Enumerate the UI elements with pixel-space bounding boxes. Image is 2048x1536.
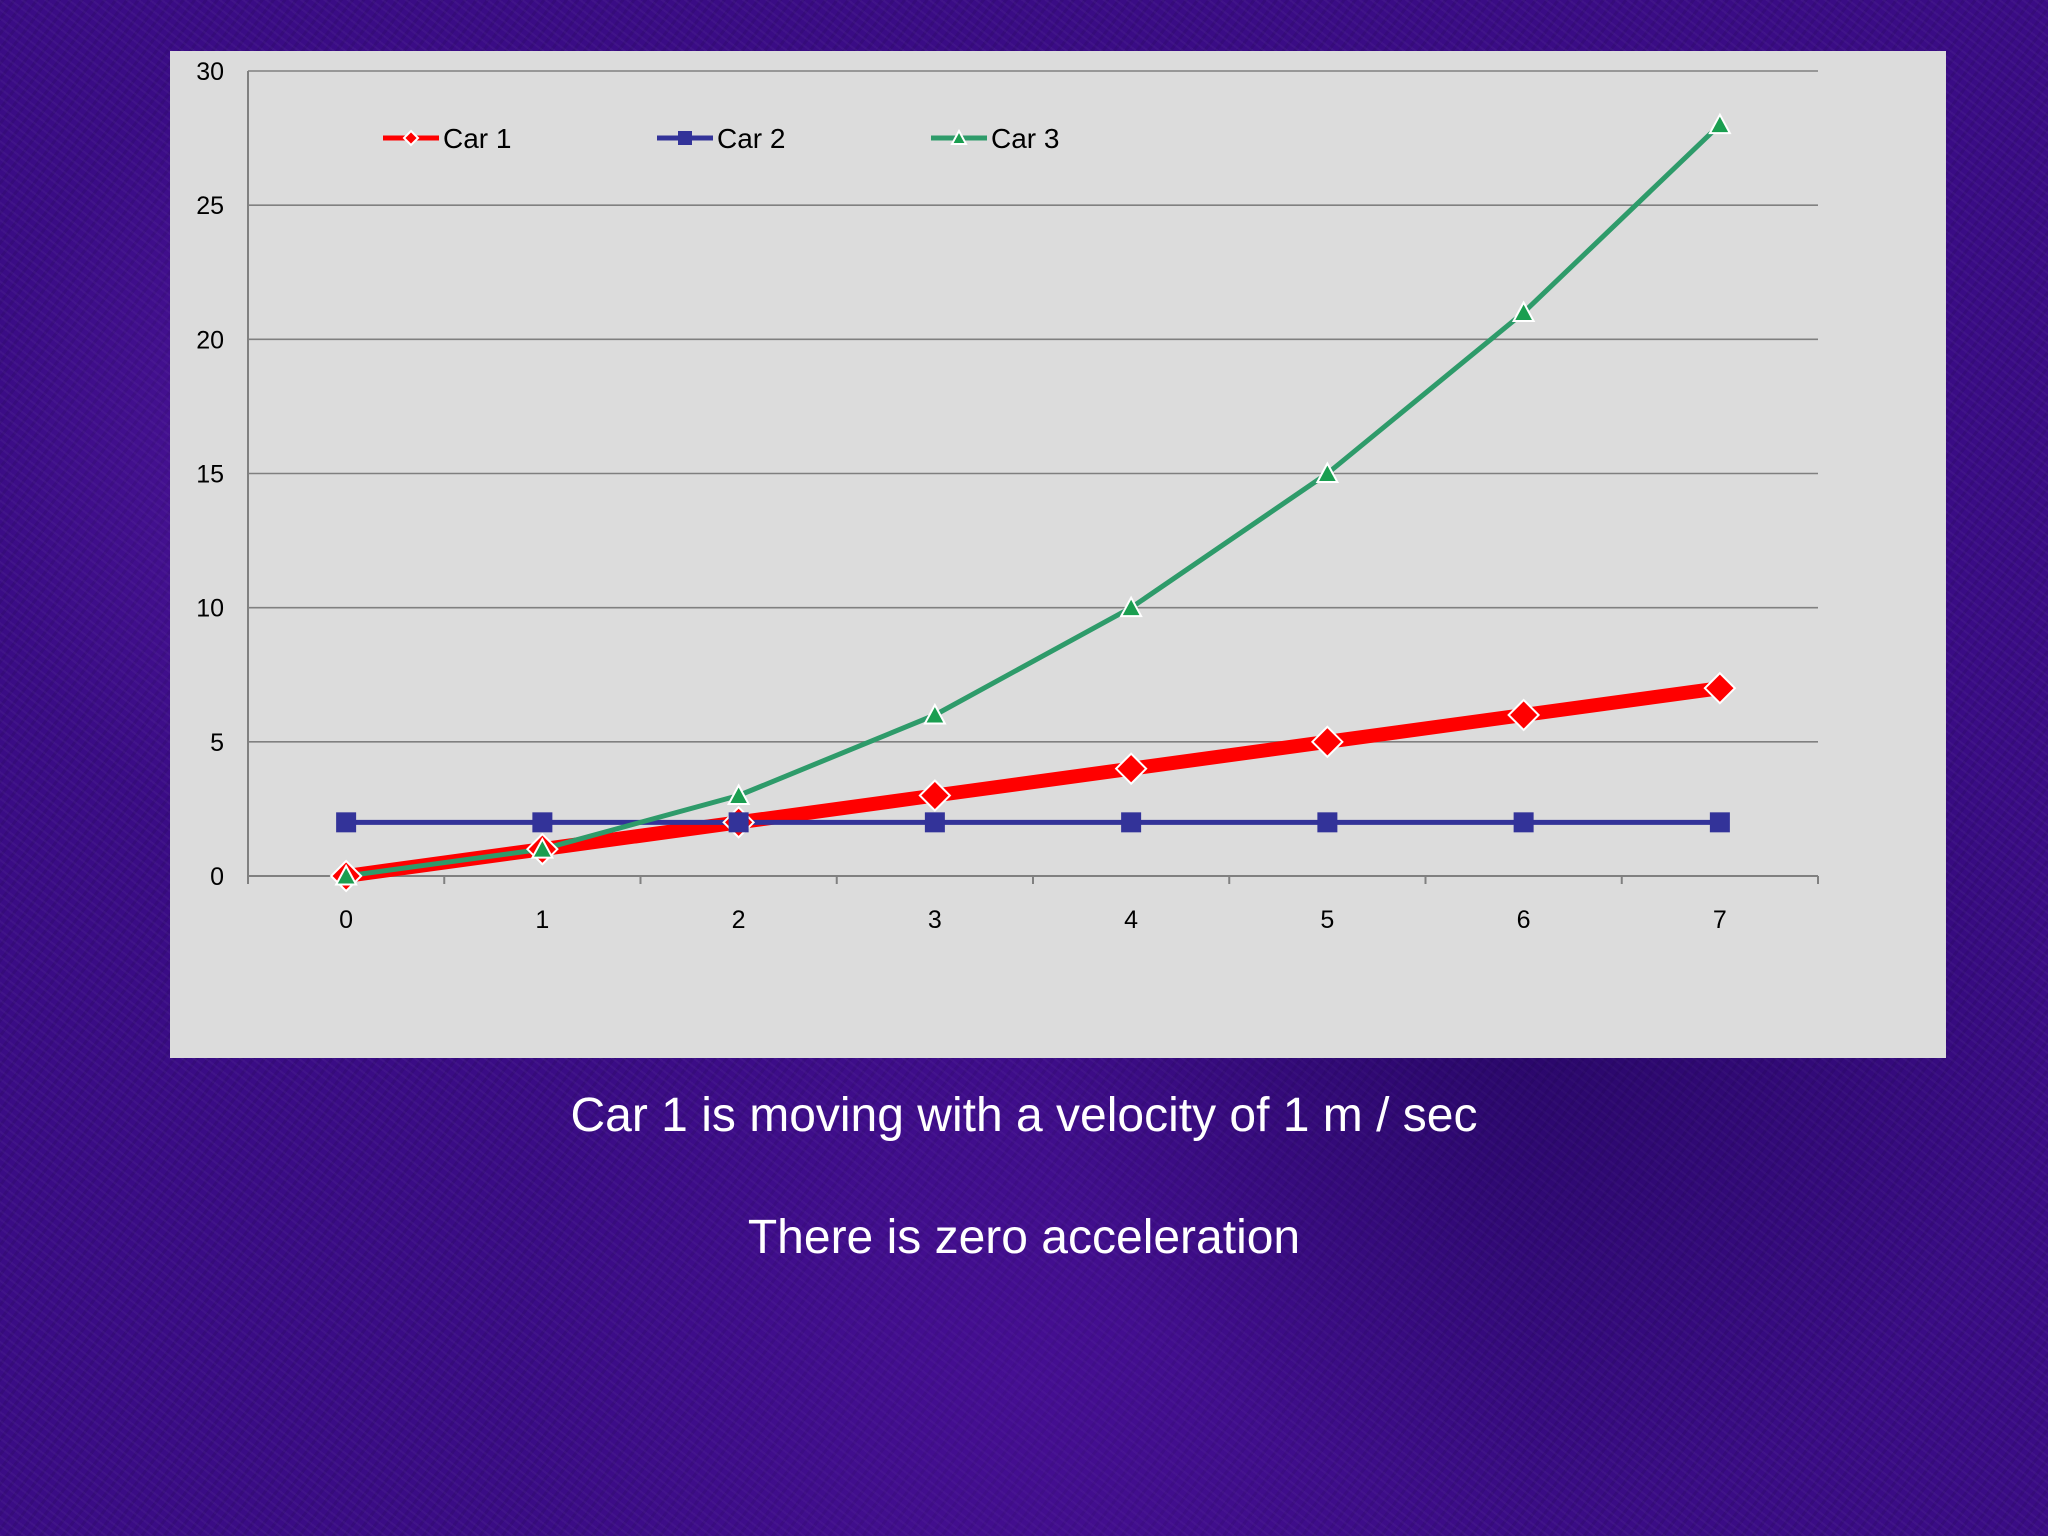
axes: 0 5 10 15 20 25 30 0 1 2 3 4 5 6 7 xyxy=(196,58,1819,934)
y-tick-label-10: 10 xyxy=(196,595,224,623)
gridlines xyxy=(248,70,1818,743)
point-car-2-x6 xyxy=(1513,812,1534,833)
x-tick-label-5: 5 xyxy=(1320,906,1334,934)
y-tick-label-5: 5 xyxy=(210,729,224,757)
point-car-2-x5 xyxy=(1317,812,1338,833)
series-line-car-3 xyxy=(343,122,1723,879)
point-car-3-x3 xyxy=(923,702,947,725)
point-car-3-x1 xyxy=(530,837,555,859)
y-tick-label-25: 25 xyxy=(196,192,224,220)
x-tick-label-0: 0 xyxy=(339,906,353,934)
x-tick-label-3: 3 xyxy=(928,906,942,934)
point-car-3-x4 xyxy=(1119,595,1143,618)
x-tick-label-4: 4 xyxy=(1124,906,1138,934)
point-car-2-x0 xyxy=(336,812,357,833)
x-tick-label-2: 2 xyxy=(732,906,746,934)
point-car-1-x3 xyxy=(918,779,952,812)
y-tick-label-30: 30 xyxy=(196,58,224,86)
point-car-3-x2 xyxy=(726,783,751,805)
point-car-1-x6 xyxy=(1507,698,1541,732)
legend-label-car-3: Car 3 xyxy=(991,123,1059,154)
point-car-1-x4 xyxy=(1114,752,1148,786)
point-car-3-x5 xyxy=(1315,461,1340,483)
chart-area xyxy=(170,51,1946,1058)
x-tick-label-1: 1 xyxy=(535,906,549,934)
point-car-2-x7 xyxy=(1709,812,1730,833)
x-tick-label-7: 7 xyxy=(1713,906,1727,934)
point-car-1-x5 xyxy=(1310,725,1344,759)
legend-marker-car-3 xyxy=(950,128,968,145)
caption-acceleration: There is zero acceleration xyxy=(747,1211,1301,1264)
line-chart: 0 5 10 15 20 25 30 0 1 2 3 4 5 6 7 Car 1 Car 2 Car 3 xyxy=(170,51,1946,1058)
y-tick-label-20: 20 xyxy=(196,326,224,354)
legend-marker-car-2 xyxy=(678,131,692,145)
legend-label-car-2: Car 2 xyxy=(717,123,785,154)
point-car-2-x3 xyxy=(924,812,945,833)
legend: Car 1 Car 2 Car 3 xyxy=(383,123,1059,154)
point-car-3-x7 xyxy=(1708,112,1732,135)
point-car-2-x4 xyxy=(1121,812,1142,833)
point-car-3-x6 xyxy=(1511,300,1536,322)
x-tick-label-6: 6 xyxy=(1517,906,1531,934)
series-markers xyxy=(329,112,1737,893)
series-lines xyxy=(339,122,1727,883)
point-car-1-x7 xyxy=(1703,671,1737,705)
y-tick-label-0: 0 xyxy=(210,863,224,891)
legend-label-car-1: Car 1 xyxy=(443,123,511,154)
legend-marker-car-1 xyxy=(402,129,420,147)
point-car-3-x0 xyxy=(334,863,358,886)
caption-velocity: Car 1 is moving with a velocity of 1 m /… xyxy=(570,1089,1478,1142)
point-car-2-x1 xyxy=(532,812,553,833)
y-tick-label-15: 15 xyxy=(196,461,224,489)
series-line-car-1 xyxy=(339,681,1727,883)
point-car-2-x2 xyxy=(728,812,749,833)
